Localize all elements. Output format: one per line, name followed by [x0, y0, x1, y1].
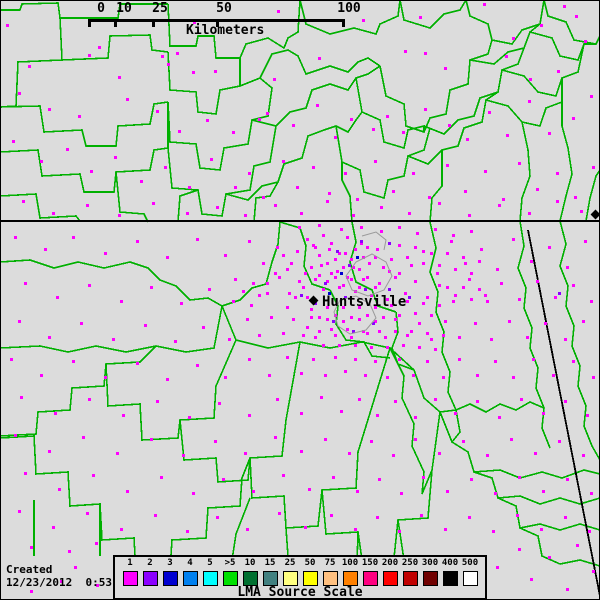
- legend-entry-400[interactable]: 400: [440, 558, 460, 587]
- legend-color-swatch: [222, 570, 238, 586]
- legend-color-swatch: [382, 570, 398, 586]
- legend-entry-75[interactable]: 75: [320, 558, 340, 587]
- legend-color-swatch: [462, 570, 478, 586]
- legend-entry-label: 500: [461, 558, 479, 568]
- legend-color-swatch: [262, 570, 278, 586]
- legend-color-swatch: [242, 570, 258, 586]
- state-boundaries: [0, 220, 600, 597]
- legend-entry-500[interactable]: 500: [460, 558, 480, 587]
- legend-color-swatch: [282, 570, 298, 586]
- legend-entry-5[interactable]: 5: [200, 558, 220, 587]
- legend-entry-label: 75: [324, 558, 336, 568]
- legend-entry-300[interactable]: 300: [420, 558, 440, 587]
- scale-tick-50: [216, 19, 219, 27]
- legend-entry-10[interactable]: 10: [240, 558, 260, 587]
- legend-entry-gt5[interactable]: >5: [220, 558, 240, 587]
- legend-entry-label: 4: [187, 558, 193, 568]
- legend-title: LMA Source Scale: [237, 585, 363, 600]
- legend-entry-4[interactable]: 4: [180, 558, 200, 587]
- legend-entry-label: 100: [341, 558, 359, 568]
- legend-entry-label: 1: [127, 558, 133, 568]
- legend-color-swatch: [122, 570, 138, 586]
- legend-color-swatch: [322, 570, 338, 586]
- state-line-ga-al: [527, 229, 600, 597]
- legend-entry-label: 25: [284, 558, 296, 568]
- legend-entry-2[interactable]: 2: [140, 558, 160, 587]
- scale-tick-25: [152, 19, 155, 27]
- legend-entry-label: 150: [361, 558, 379, 568]
- legend-entry-label: 10: [244, 558, 256, 568]
- legend-panel: 1 2 3 4 5 >5 10 15 25 50 75 100 150 200 250 300 400 500 L…: [113, 555, 487, 600]
- legend-color-swatch: [142, 570, 158, 586]
- legend-entry-label: 250: [401, 558, 419, 568]
- city-label: Huntsville: [322, 294, 407, 310]
- scale-bar: 0 10 25 50 100 Kilometers: [0, 0, 600, 40]
- legend-color-swatch: [302, 570, 318, 586]
- created-label: Created: [6, 563, 53, 576]
- scale-tick-0: [88, 19, 91, 27]
- scale-label-100: 100: [337, 1, 361, 16]
- legend-entry-200[interactable]: 200: [380, 558, 400, 587]
- legend-entry-label: 2: [147, 558, 153, 568]
- legend-color-swatch: [342, 570, 358, 586]
- legend-entry-1[interactable]: 1: [120, 558, 140, 587]
- legend-color-swatch: [182, 570, 198, 586]
- legend-color-swatch: [162, 570, 178, 586]
- lma-source-points: [6, 3, 595, 593]
- legend-entry-250[interactable]: 250: [400, 558, 420, 587]
- legend-entry-label: 3: [167, 558, 173, 568]
- scale-label-10: 10: [116, 1, 132, 16]
- legend-entry-25[interactable]: 25: [280, 558, 300, 587]
- scale-tick-10: [114, 19, 117, 27]
- legend-color-swatch: [202, 570, 218, 586]
- legend-entry-50[interactable]: 50: [300, 558, 320, 587]
- legend-entry-3[interactable]: 3: [160, 558, 180, 587]
- legend-entry-100[interactable]: 100: [340, 558, 360, 587]
- legend-entry-150[interactable]: 150: [360, 558, 380, 587]
- legend-swatch-row: 1 2 3 4 5 >5 10 15 25 50 75 100 150 200 250 300 400 500: [115, 558, 485, 587]
- legend-entry-label: 300: [421, 558, 439, 568]
- legend-entry-label: 5: [207, 558, 213, 568]
- scale-units-label: Kilometers: [186, 23, 265, 38]
- legend-entry-label: 50: [304, 558, 316, 568]
- legend-entry-label: 200: [381, 558, 399, 568]
- legend-color-swatch: [442, 570, 458, 586]
- urban-area-overlay: [333, 231, 393, 335]
- scale-label-0: 0: [97, 1, 105, 16]
- legend-entry-15[interactable]: 15: [260, 558, 280, 587]
- legend-entry-label: 15: [264, 558, 276, 568]
- legend-color-swatch: [422, 570, 438, 586]
- legend-entry-label: 400: [441, 558, 459, 568]
- legend-color-swatch: [362, 570, 378, 586]
- scale-tick-100: [342, 19, 345, 27]
- legend-color-swatch: [402, 570, 418, 586]
- scale-label-25: 25: [152, 1, 168, 16]
- legend-entry-label: >5: [224, 558, 236, 568]
- scale-label-50: 50: [216, 1, 232, 16]
- created-date: 12/23/2012: [6, 576, 73, 589]
